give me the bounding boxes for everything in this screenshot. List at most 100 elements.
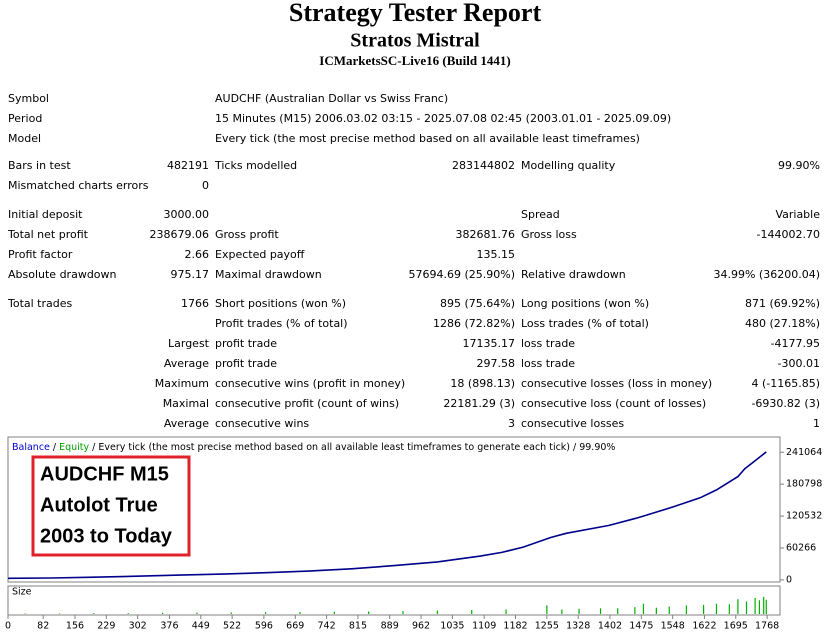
y-tick-label: 0 bbox=[786, 574, 792, 585]
stat-label: Relative drawdown bbox=[521, 268, 626, 281]
stat-label: Long positions (won %) bbox=[521, 297, 649, 310]
stat-label: Short positions (won %) bbox=[215, 297, 346, 310]
annotation-line: AUDCHF M15 bbox=[40, 463, 169, 485]
stat-label: Gross profit bbox=[215, 228, 279, 241]
stat-value: 1286 (72.82%) bbox=[433, 317, 515, 330]
y-tick-label: 120532 bbox=[786, 511, 822, 522]
size-bar bbox=[402, 611, 404, 614]
info-label: Model bbox=[8, 132, 41, 145]
size-bar bbox=[702, 604, 705, 614]
size-bar bbox=[728, 604, 730, 614]
stat-label: Total net profit bbox=[7, 228, 89, 241]
stat-label: Expected payoff bbox=[215, 248, 305, 261]
y-tick-label: 241064 bbox=[786, 447, 822, 458]
x-tick-label: 1548 bbox=[661, 621, 685, 632]
stat-value: -300.01 bbox=[778, 357, 820, 370]
size-bar bbox=[299, 612, 301, 614]
legend-equity: Equity bbox=[59, 442, 89, 453]
stat-value: 2.66 bbox=[185, 248, 210, 261]
x-tick-label: 229 bbox=[97, 621, 115, 632]
size-bar bbox=[230, 612, 232, 614]
y-tick-label: 180798 bbox=[786, 479, 822, 490]
stat-value: 382681.76 bbox=[456, 228, 516, 241]
size-bar bbox=[436, 610, 438, 614]
info-value: AUDCHF (Australian Dollar vs Swiss Franc… bbox=[215, 92, 448, 105]
stat-label: consecutive wins (profit in money) bbox=[215, 377, 405, 390]
y-tick-label: 60266 bbox=[786, 542, 816, 553]
stat-value: 135.15 bbox=[477, 248, 516, 261]
stat-value: Average bbox=[164, 357, 209, 370]
size-bar bbox=[642, 603, 645, 614]
stat-label: consecutive loss (count of losses) bbox=[521, 397, 706, 410]
size-bar bbox=[763, 596, 765, 614]
x-tick-label: 156 bbox=[66, 621, 84, 632]
info-label: Symbol bbox=[8, 92, 49, 105]
stat-value: 297.58 bbox=[477, 357, 516, 370]
size-bar bbox=[737, 599, 739, 614]
server-name: ICMarketsSC-Live16 (Build 1441) bbox=[319, 53, 510, 68]
legend-model: Every tick (the most precise method base… bbox=[98, 442, 570, 453]
size-bar bbox=[758, 600, 760, 614]
stat-value: 975.17 bbox=[171, 268, 210, 281]
stat-label: consecutive losses (loss in money) bbox=[521, 377, 712, 390]
size-bar bbox=[617, 608, 619, 614]
stat-label: loss trade bbox=[521, 337, 575, 350]
annotation-box bbox=[31, 455, 191, 557]
legend-separator: / bbox=[53, 442, 57, 453]
size-bar bbox=[765, 599, 767, 614]
stat-value: Maximum bbox=[155, 377, 209, 390]
stat-label: Profit trades (% of total) bbox=[215, 317, 348, 330]
stat-value: 3000.00 bbox=[164, 208, 210, 221]
stat-value: 99.90% bbox=[778, 159, 820, 172]
size-bar bbox=[58, 613, 61, 614]
x-tick-label: 0 bbox=[5, 621, 11, 632]
size-bar bbox=[599, 608, 602, 614]
stat-label: Spread bbox=[521, 208, 560, 221]
x-tick-label: 1475 bbox=[629, 621, 653, 632]
size-bar bbox=[265, 612, 267, 614]
stat-value: Maximal bbox=[163, 397, 209, 410]
size-bar bbox=[561, 609, 563, 614]
stat-value: Variable bbox=[775, 208, 820, 221]
stat-label: consecutive wins bbox=[215, 417, 309, 430]
size-bar bbox=[24, 613, 26, 614]
balance-line bbox=[7, 451, 767, 580]
stat-label: Loss trades (% of total) bbox=[521, 317, 649, 330]
x-tick-label: 522 bbox=[223, 621, 241, 632]
x-tick-label: 376 bbox=[160, 621, 178, 632]
x-tick-label: 1622 bbox=[692, 621, 716, 632]
stat-value: -144002.70 bbox=[757, 228, 820, 241]
size-bar bbox=[196, 612, 198, 614]
report-title: Strategy Tester Report bbox=[289, 0, 542, 27]
size-bar bbox=[685, 605, 687, 614]
x-tick-label: 1328 bbox=[566, 621, 590, 632]
x-tick-label: 82 bbox=[37, 621, 49, 632]
size-bar bbox=[578, 608, 580, 614]
stat-label: consecutive profit (count of wins) bbox=[215, 397, 399, 410]
legend-quality: 99.90% bbox=[579, 442, 615, 453]
stat-label: Total trades bbox=[7, 297, 73, 310]
legend-balance: Balance bbox=[12, 442, 50, 453]
x-tick-label: 1182 bbox=[503, 621, 527, 632]
legend: Balance / Equity / Every tick (the most prec… bbox=[12, 442, 615, 453]
stat-value: 480 (27.18%) bbox=[745, 317, 820, 330]
stat-value: 17135.17 bbox=[463, 337, 516, 350]
info-label: Period bbox=[8, 112, 42, 125]
stat-value: 0 bbox=[202, 179, 209, 192]
size-bar bbox=[546, 605, 548, 614]
stat-value: -4177.95 bbox=[771, 337, 820, 350]
stat-value: 482191 bbox=[167, 159, 209, 172]
stat-value: 238679.06 bbox=[150, 228, 210, 241]
size-bar bbox=[668, 606, 670, 614]
stat-label: loss trade bbox=[521, 357, 575, 370]
stat-label: profit trade bbox=[215, 337, 277, 350]
stat-value: 895 (75.64%) bbox=[440, 297, 515, 310]
x-tick-label: 596 bbox=[255, 621, 273, 632]
size-bar bbox=[754, 598, 756, 614]
size-bar bbox=[93, 613, 95, 614]
stat-value: 4 (-1165.85) bbox=[751, 377, 820, 390]
stat-label: profit trade bbox=[215, 357, 277, 370]
stat-label: Maximal drawdown bbox=[215, 268, 322, 281]
